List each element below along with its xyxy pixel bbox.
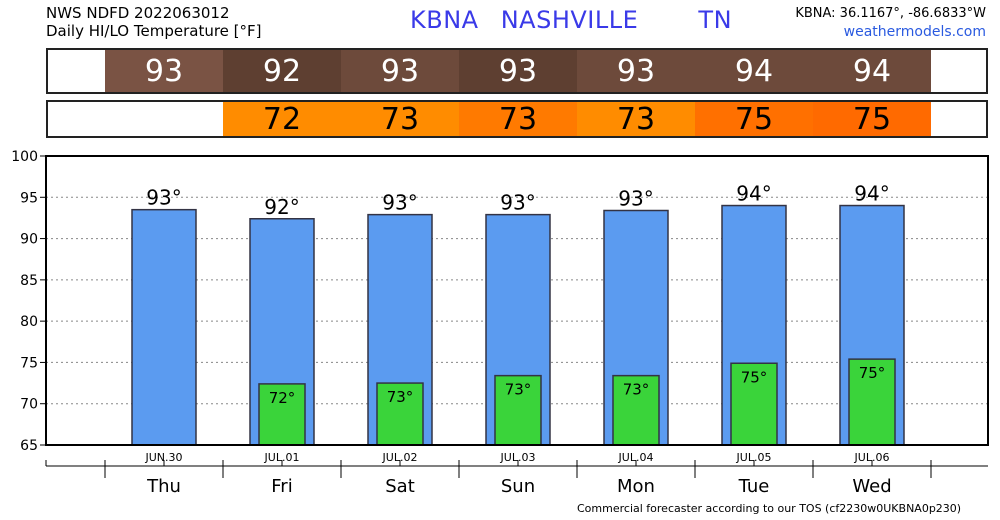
day-label: Tue: [738, 476, 770, 497]
lo-cell: 75: [813, 102, 931, 137]
low-label: 72°: [269, 389, 296, 407]
y-tick-label: 85: [20, 273, 38, 289]
low-label: 75°: [741, 368, 768, 386]
lo-cell: 73: [341, 102, 459, 137]
hi-cell: 93: [105, 50, 223, 92]
site-link[interactable]: weathermodels.com: [843, 24, 986, 40]
low-bar: [258, 383, 306, 446]
product-label: Daily HI/LO Temperature [°F]: [46, 22, 262, 40]
date-label: JUL.04: [618, 451, 654, 464]
low-label: 73°: [387, 388, 414, 406]
high-label: 94°: [854, 182, 889, 206]
header-right: KBNA: 36.1167°, -86.6833°W weathermodels…: [795, 4, 986, 42]
day-label: Sun: [501, 476, 535, 497]
station-state: TN: [698, 6, 733, 34]
date-label: JUL.06: [854, 451, 890, 464]
hi-cell: 93: [341, 50, 459, 92]
y-tick-label: 75: [20, 355, 38, 371]
high-label: 92°: [264, 195, 299, 219]
footer-note: Commercial forecaster according to our T…: [577, 502, 962, 515]
y-tick-label: 80: [20, 314, 38, 330]
station-title: KBNA NASHVILLE TN: [410, 6, 732, 34]
header-info: NWS NDFD 2022063012 Daily HI/LO Temperat…: [46, 4, 262, 40]
low-bar: [848, 358, 896, 446]
lo-cell: 73: [459, 102, 577, 137]
day-label: Mon: [617, 476, 655, 497]
high-label: 93°: [500, 191, 535, 215]
lo-cell: 75: [695, 102, 813, 137]
day-label: Fri: [271, 476, 292, 497]
date-label: JUL.05: [736, 451, 772, 464]
station-id: KBNA: [410, 6, 479, 34]
low-label: 75°: [859, 364, 886, 382]
low-temp-strip: 72 73 73 73 75 75: [46, 100, 988, 138]
lo-cell: 72: [223, 102, 341, 137]
date-label: JUL.01: [264, 451, 300, 464]
y-tick-label: 65: [20, 438, 38, 454]
y-tick-label: 95: [20, 190, 38, 206]
plot-frame: [45, 155, 989, 446]
low-bar: [730, 362, 778, 446]
hi-cell: 94: [695, 50, 813, 92]
hi-cell: 93: [459, 50, 577, 92]
day-label: Sat: [385, 476, 415, 497]
date-label: JUL.02: [382, 451, 418, 464]
lo-cell: [105, 102, 223, 136]
hi-cell: 93: [577, 50, 695, 92]
y-tick-label: 70: [20, 397, 38, 413]
low-bar: [612, 374, 660, 446]
high-label: 94°: [736, 182, 771, 206]
high-bar: [131, 208, 197, 446]
high-label: 93°: [382, 191, 417, 215]
date-label: JUN.30: [144, 451, 182, 464]
low-bar: [376, 382, 424, 446]
hi-cell: 94: [813, 50, 931, 92]
high-temp-strip: 93 92 93 93 93 94 94: [46, 48, 988, 94]
station-coords: KBNA: 36.1167°, -86.6833°W: [795, 6, 986, 21]
hi-cell: 92: [223, 50, 341, 92]
lo-cell: 73: [577, 102, 695, 137]
y-tick-label: 100: [11, 149, 38, 165]
low-label: 73°: [505, 381, 532, 399]
station-city: NASHVILLE: [500, 6, 639, 34]
model-run-label: NWS NDFD 2022063012: [46, 4, 230, 22]
y-tick-label: 90: [20, 232, 38, 248]
high-label: 93°: [618, 186, 653, 210]
day-label: Thu: [146, 476, 181, 497]
high-label: 93°: [146, 186, 181, 210]
low-label: 73°: [623, 381, 650, 399]
date-label: JUL.03: [500, 451, 536, 464]
day-label: Wed: [852, 476, 891, 497]
